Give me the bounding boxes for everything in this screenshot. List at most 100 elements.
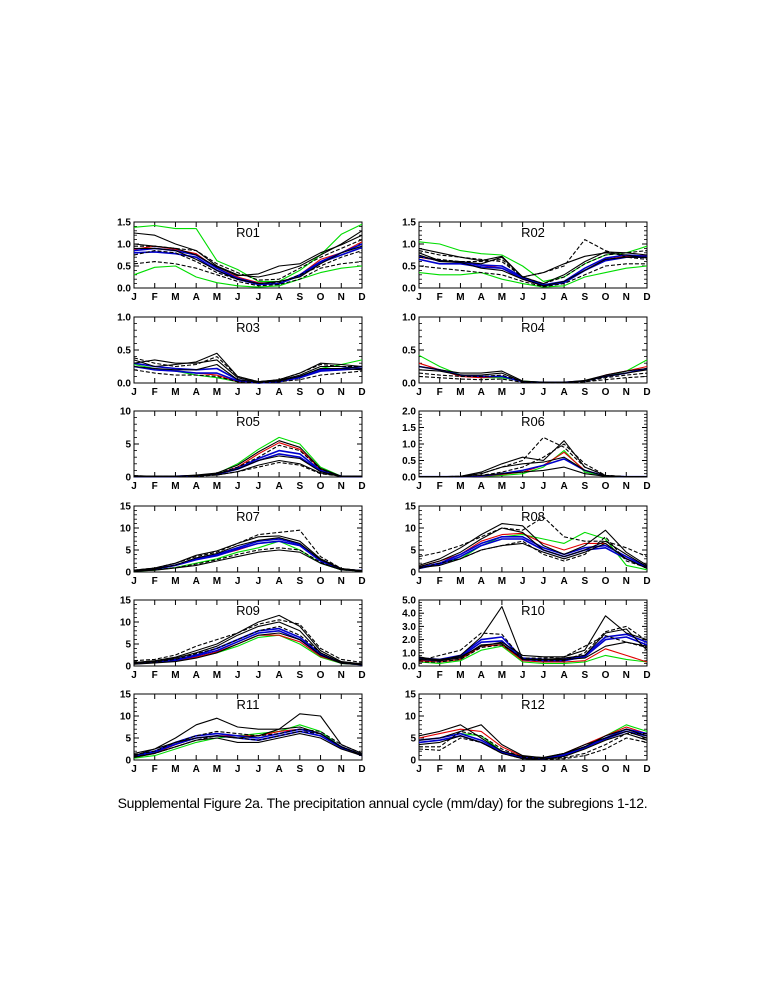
- x-tick-label: O: [317, 481, 325, 492]
- x-tick-label: M: [498, 292, 506, 303]
- x-tick-label: D: [358, 292, 365, 303]
- x-tick-label: S: [296, 576, 303, 587]
- panel-title: R07: [236, 509, 260, 524]
- plot-frame: [418, 505, 648, 573]
- x-tick-label: A: [275, 481, 282, 492]
- series-line-black: [418, 625, 648, 662]
- y-tick-label: 0: [125, 756, 131, 767]
- x-tick-label: J: [416, 292, 422, 303]
- y-tick-label: 10: [120, 712, 132, 723]
- y-tick-label: 5: [125, 546, 131, 557]
- series-line-blue: [418, 538, 648, 570]
- y-tick-label: 0: [125, 568, 131, 579]
- y-tick-label: 15: [120, 690, 132, 701]
- x-tick-label: J: [520, 670, 526, 681]
- x-tick-label: A: [478, 764, 485, 775]
- y-tick-label: 1.0: [117, 313, 131, 324]
- x-tick-label: O: [317, 387, 325, 398]
- series-line-black: [133, 537, 363, 572]
- series-line-black: [134, 461, 362, 477]
- series-line-black: [418, 372, 648, 383]
- y-tick-label: 10: [120, 618, 132, 629]
- panel-r12: 0 5 10 15 J F M A M J J A S O N D R12: [405, 690, 651, 776]
- x-tick-label: F: [152, 387, 158, 398]
- x-tick-label: S: [581, 481, 588, 492]
- y-tick-label: 0.0: [402, 473, 416, 484]
- x-tick-label: M: [171, 764, 179, 775]
- plot-frame: [133, 505, 363, 573]
- x-tick-label: A: [560, 576, 567, 587]
- x-tick-label: M: [498, 576, 506, 587]
- x-tick-label: F: [152, 576, 158, 587]
- x-tick-label: J: [256, 576, 262, 587]
- x-tick-label: O: [317, 576, 325, 587]
- x-tick-label: J: [416, 764, 422, 775]
- panel-r09: 0 5 10 15 J F M A M J J A S O N D R09: [120, 596, 366, 682]
- x-tick-label: A: [478, 387, 485, 398]
- x-tick-label: J: [541, 292, 547, 303]
- series-line-black: [419, 730, 647, 760]
- y-tick-label: 0: [410, 568, 416, 579]
- series-line-green: [134, 436, 362, 477]
- panel-r11: 0 5 10 15 J F M A M J J A S O N D R11: [120, 690, 366, 776]
- x-tick-label: M: [213, 764, 221, 775]
- x-tick-label: J: [131, 576, 137, 587]
- x-tick-label: A: [478, 481, 485, 492]
- x-tick-label: J: [256, 292, 262, 303]
- panel-title: R08: [521, 509, 545, 524]
- x-tick-label: D: [358, 387, 365, 398]
- x-tick-label: J: [256, 670, 262, 681]
- y-tick-label: 0.0: [402, 662, 416, 673]
- series-line-black: [418, 615, 648, 660]
- y-tick-label: 0: [125, 473, 131, 484]
- series-line-green: [418, 645, 648, 664]
- x-tick-label: M: [456, 387, 464, 398]
- x-tick-label: S: [296, 764, 303, 775]
- x-tick-label: M: [498, 670, 506, 681]
- series-line-black: [133, 363, 363, 383]
- x-tick-label: A: [275, 764, 282, 775]
- series-line-black: [133, 440, 362, 477]
- x-tick-label: M: [171, 292, 179, 303]
- x-tick-label: D: [643, 670, 650, 681]
- series-line-blue: [418, 535, 648, 569]
- x-tick-label: J: [131, 292, 137, 303]
- panel-title: R09: [236, 603, 260, 618]
- x-tick-label: A: [275, 387, 282, 398]
- x-tick-label: M: [213, 387, 221, 398]
- y-tick-label: 1.0: [402, 440, 416, 451]
- x-tick-label: F: [437, 670, 443, 681]
- series-line-black: [418, 263, 647, 288]
- panel-r02: 0.0 0.5 1.0 1.5 J F M A M J J A S O N D R02: [402, 218, 651, 304]
- x-tick-label: M: [213, 481, 221, 492]
- x-tick-label: F: [152, 764, 158, 775]
- x-tick-label: A: [560, 387, 567, 398]
- x-tick-label: J: [235, 576, 241, 587]
- panel-r04: 0.0 0.5 1.0 J F M A M J J A S O N D R04: [402, 313, 651, 399]
- x-tick-label: O: [602, 670, 610, 681]
- x-tick-label: A: [560, 670, 567, 681]
- series-line-black: [418, 737, 648, 760]
- x-tick-label: S: [296, 387, 303, 398]
- x-tick-label: O: [317, 670, 325, 681]
- x-tick-label: J: [541, 387, 547, 398]
- x-tick-label: M: [498, 764, 506, 775]
- x-tick-label: A: [193, 481, 200, 492]
- y-tick-label: 5: [410, 734, 416, 745]
- panel-r08: 0 5 10 15 J F M A M J J A S O N D R08: [405, 502, 651, 588]
- x-tick-label: M: [456, 764, 464, 775]
- series-line-black: [418, 536, 648, 570]
- x-tick-label: J: [131, 764, 137, 775]
- x-tick-label: S: [581, 670, 588, 681]
- x-tick-label: A: [560, 481, 567, 492]
- x-tick-label: J: [235, 481, 241, 492]
- x-tick-label: A: [193, 670, 200, 681]
- x-tick-label: M: [171, 576, 179, 587]
- x-tick-label: N: [338, 387, 345, 398]
- x-tick-label: A: [560, 292, 567, 303]
- x-tick-label: M: [456, 576, 464, 587]
- series-line-black: [133, 250, 363, 285]
- x-tick-label: J: [541, 764, 547, 775]
- panel-title: R06: [521, 414, 545, 429]
- x-tick-label: J: [131, 387, 137, 398]
